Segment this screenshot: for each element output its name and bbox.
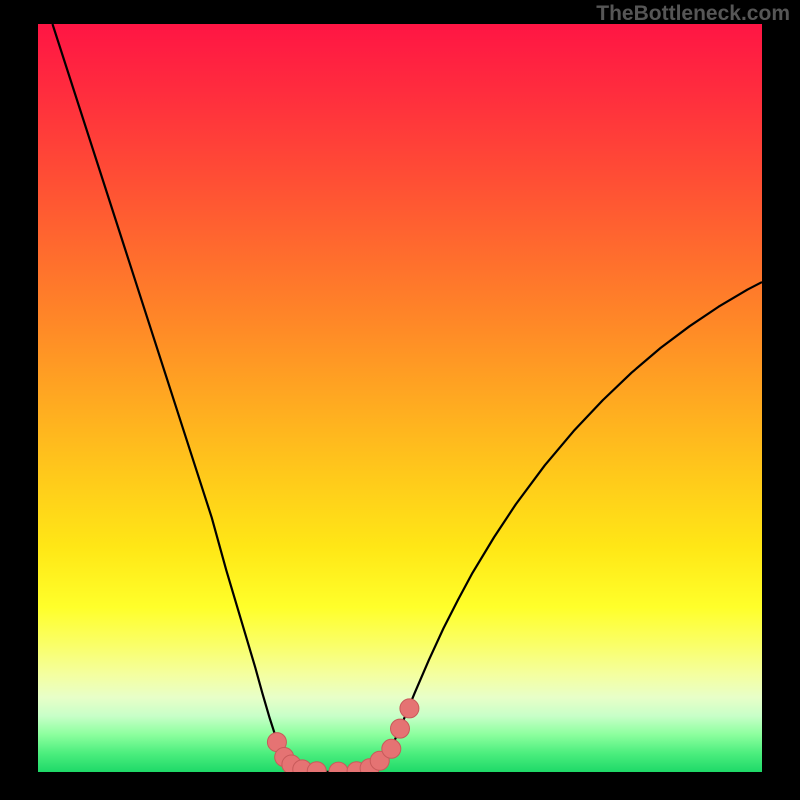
marker-group — [267, 699, 418, 772]
data-marker — [391, 719, 410, 738]
plot-area — [38, 24, 762, 772]
data-marker — [382, 739, 401, 758]
data-marker — [329, 762, 348, 772]
curve-layer — [38, 24, 762, 772]
data-marker — [400, 699, 419, 718]
chart-frame: TheBottleneck.com — [0, 0, 800, 800]
bottleneck-curve — [52, 24, 762, 772]
watermark-text: TheBottleneck.com — [596, 2, 790, 26]
